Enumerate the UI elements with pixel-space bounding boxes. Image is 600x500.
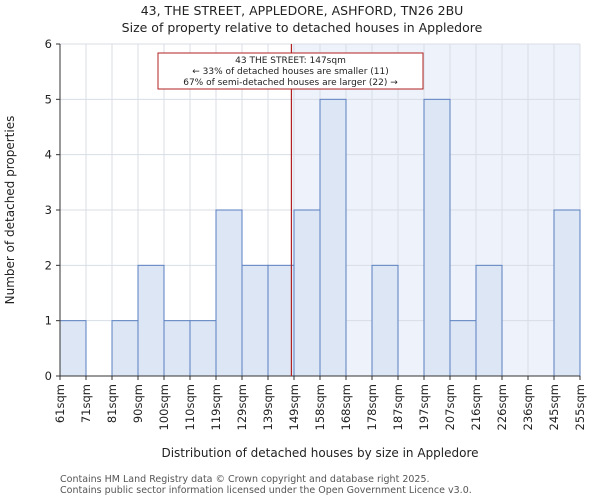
x-tick-label: 71sqm <box>79 384 93 423</box>
bar-81sqm <box>111 320 139 377</box>
x-tick-label: 255sqm <box>573 384 587 430</box>
y-tick-label: 0 <box>45 369 52 383</box>
bar-178sqm <box>371 264 399 377</box>
bar-197sqm <box>423 98 451 377</box>
x-tick-label: 187sqm <box>391 384 405 430</box>
x-tick-label: 207sqm <box>443 384 457 430</box>
x-tick-label: 100sqm <box>157 384 171 430</box>
x-tick-label: 226sqm <box>495 384 509 430</box>
chart-title-line1: 43, THE STREET, APPLEDORE, ASHFORD, TN26… <box>141 3 464 18</box>
bar-158sqm <box>319 98 347 377</box>
bar-110sqm <box>189 320 217 377</box>
x-tick-label: 168sqm <box>339 384 353 430</box>
y-axis-label: Number of detached properties <box>3 116 17 305</box>
x-tick-label: 119sqm <box>209 384 223 430</box>
x-tick-label: 110sqm <box>183 384 197 430</box>
x-tick-label: 197sqm <box>417 384 431 430</box>
chart-title-line2: Size of property relative to detached ho… <box>122 20 483 35</box>
bar-100sqm <box>163 320 191 377</box>
x-tick-label: 61sqm <box>53 384 67 423</box>
annotation-line-1: 43 THE STREET: 147sqm <box>235 56 346 66</box>
bar-61sqm <box>59 320 87 377</box>
y-tick-label: 3 <box>45 203 52 217</box>
bar-90sqm <box>137 264 165 377</box>
x-tick-label: 81sqm <box>105 384 119 423</box>
bar-139sqm <box>267 264 295 377</box>
x-tick-label: 149sqm <box>287 384 301 430</box>
x-axis-label: Distribution of detached houses by size … <box>161 446 478 460</box>
x-tick-label: 245sqm <box>547 384 561 430</box>
x-tick-label: 236sqm <box>521 384 535 430</box>
bar-119sqm <box>215 209 243 377</box>
bar-245sqm <box>553 209 581 377</box>
footer-line2: Contains public sector information licen… <box>60 485 472 496</box>
y-tick-label: 2 <box>45 258 52 272</box>
bar-207sqm <box>449 320 477 377</box>
plot-area: 0 1 2 3 4 5 6 61sqm 71sqm 81sqm 90sqm 100sqm 110sqm 1… <box>45 37 587 430</box>
x-tick-label: 178sqm <box>365 384 379 430</box>
y-tick-label: 6 <box>45 37 52 51</box>
x-tick-label: 90sqm <box>131 384 145 423</box>
histogram-chart: 43, THE STREET, APPLEDORE, ASHFORD, TN26… <box>3 3 587 460</box>
x-tick-label: 139sqm <box>261 384 275 430</box>
annotation-box <box>157 52 424 90</box>
bar-216sqm <box>475 264 503 377</box>
bar-149sqm <box>293 209 321 377</box>
y-tick-label: 4 <box>45 148 52 162</box>
y-tick-label: 1 <box>45 314 52 328</box>
footer-line1: Contains HM Land Registry data © Crown c… <box>60 474 430 485</box>
x-tick-label: 216sqm <box>469 384 483 430</box>
bar-129sqm <box>241 264 269 377</box>
annotation-line-3: 67% of semi-detached houses are larger (… <box>183 78 398 88</box>
x-tick-label: 158sqm <box>313 384 327 430</box>
annotation-line-2: ← 33% of detached houses are smaller (11… <box>192 67 389 77</box>
y-tick-label: 5 <box>45 92 52 106</box>
x-tick-label: 129sqm <box>235 384 249 430</box>
